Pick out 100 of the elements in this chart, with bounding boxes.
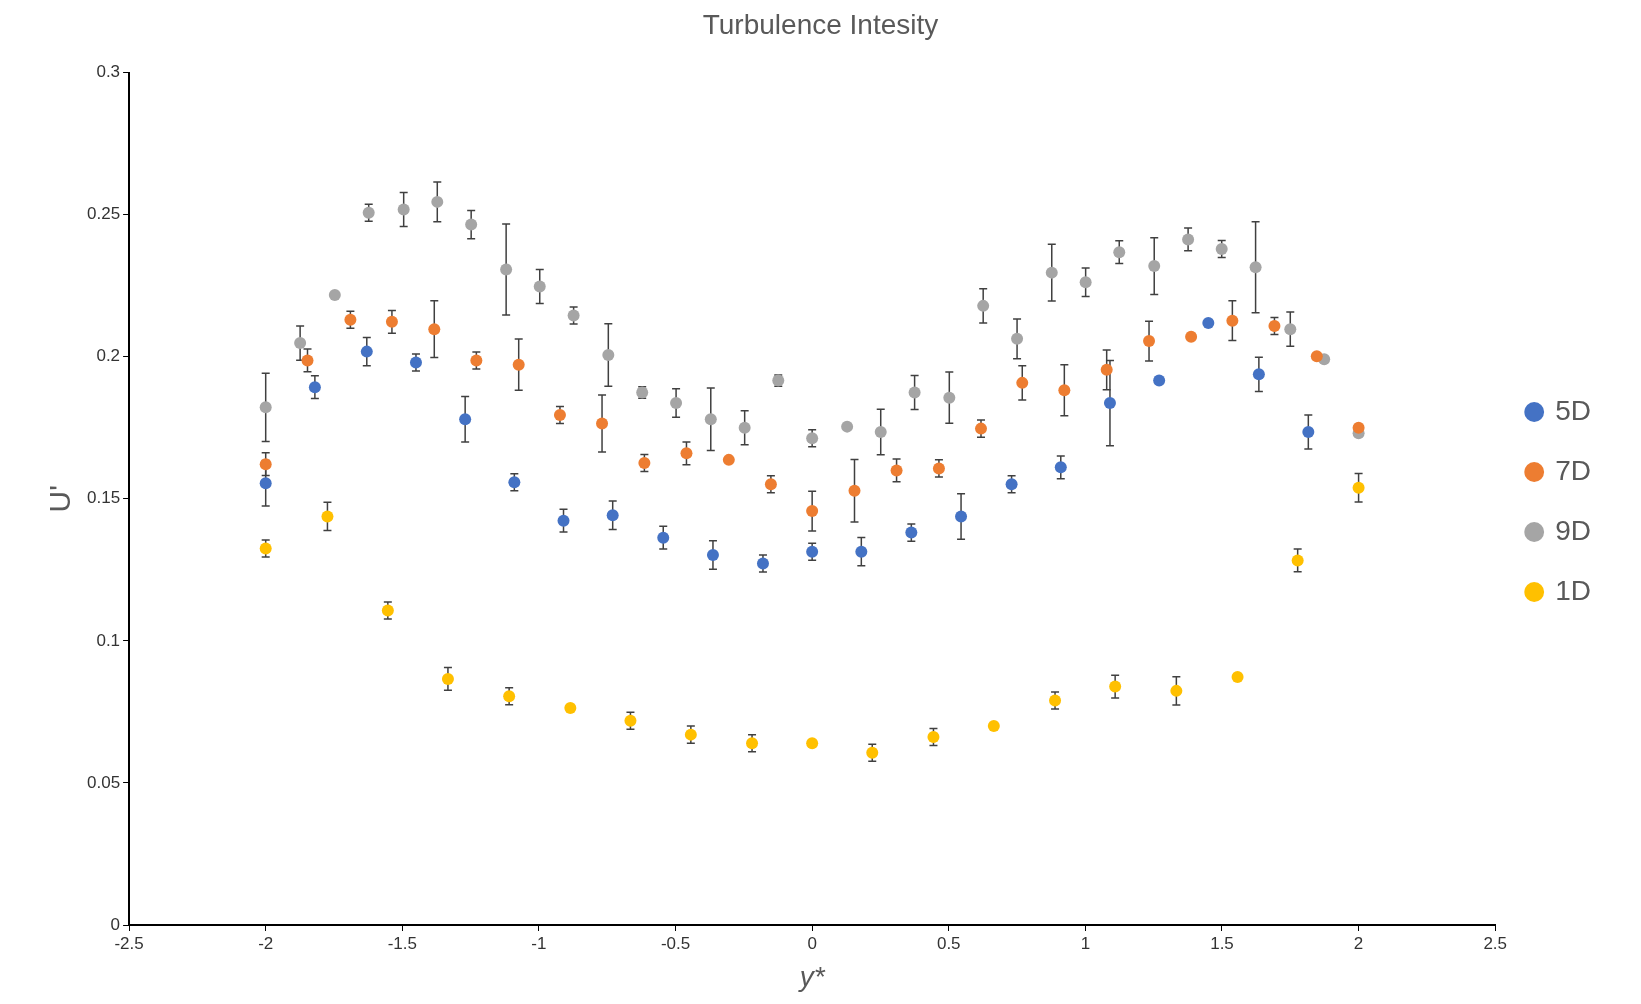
x-tick-label: 1 — [1080, 933, 1091, 953]
chart-title: Turbulence Intesity — [702, 8, 939, 40]
point — [602, 349, 615, 362]
point — [722, 453, 735, 466]
point — [1016, 376, 1029, 389]
point — [500, 263, 513, 276]
y-tick-label: 0.3 — [96, 62, 121, 82]
point — [1103, 397, 1116, 410]
point — [1100, 363, 1113, 376]
point — [1148, 260, 1161, 273]
x-tick-label: -2 — [258, 933, 274, 953]
point — [1215, 243, 1228, 256]
legend-label: 1D — [1555, 574, 1591, 606]
point — [1268, 320, 1281, 333]
point — [1109, 680, 1122, 693]
point — [465, 218, 478, 231]
point — [670, 397, 683, 410]
point — [321, 510, 334, 523]
point — [955, 510, 968, 523]
point — [1058, 384, 1071, 397]
point — [638, 457, 651, 469]
point — [1153, 374, 1166, 387]
point — [1054, 461, 1067, 474]
point — [1182, 233, 1195, 246]
y-tick-label: 0.05 — [86, 772, 121, 792]
point — [308, 381, 321, 394]
y-tick-label: 0.1 — [96, 630, 121, 650]
point — [704, 413, 717, 426]
point — [1352, 481, 1365, 494]
point — [431, 195, 444, 208]
point — [564, 701, 577, 714]
point — [1045, 266, 1058, 279]
point — [397, 203, 410, 216]
x-tick-label: 2 — [1353, 933, 1364, 953]
point — [848, 484, 861, 497]
point — [259, 477, 272, 490]
point — [806, 737, 819, 750]
point — [344, 313, 357, 326]
x-tick-label: -2.5 — [114, 933, 144, 953]
point — [1291, 554, 1304, 567]
point — [1143, 335, 1156, 348]
point — [866, 746, 879, 759]
x-tick-label: 0.5 — [936, 933, 961, 953]
point — [706, 549, 719, 562]
point — [360, 345, 373, 358]
point — [855, 545, 868, 558]
y-tick-label: 0.25 — [86, 204, 121, 224]
point — [657, 531, 670, 544]
point — [1249, 261, 1262, 274]
point — [441, 672, 454, 685]
point — [1302, 426, 1315, 439]
y-axis-title: U' — [43, 485, 77, 513]
y-tick-label: 0 — [110, 914, 121, 934]
point — [977, 299, 990, 312]
point — [1170, 684, 1183, 697]
x-tick-label: 0 — [807, 933, 817, 953]
point — [1231, 670, 1244, 683]
point — [1284, 323, 1297, 336]
point — [259, 401, 272, 414]
x-tick-label: -0.5 — [660, 933, 691, 953]
point — [1185, 330, 1198, 343]
point — [890, 464, 903, 477]
point — [841, 420, 854, 433]
y-tick-label: 0.2 — [96, 346, 121, 366]
legend-label: 5D — [1555, 394, 1591, 426]
point — [512, 358, 525, 371]
point — [927, 730, 940, 743]
point — [385, 315, 398, 328]
point — [1252, 368, 1265, 381]
point — [1310, 350, 1323, 363]
point — [987, 720, 1000, 733]
point — [1079, 276, 1092, 289]
y-tick-label: 0.15 — [86, 488, 121, 508]
point — [746, 737, 759, 750]
point — [606, 509, 619, 522]
point — [943, 391, 956, 404]
point — [459, 413, 472, 426]
point — [1113, 246, 1126, 259]
point — [301, 354, 314, 367]
x-tick-label: 2.5 — [1483, 933, 1508, 953]
point — [294, 337, 307, 350]
x-tick-label: -1 — [531, 933, 547, 953]
point — [557, 514, 570, 527]
point — [596, 417, 609, 430]
point — [533, 280, 546, 293]
point — [1011, 332, 1024, 345]
legend-label: 9D — [1555, 514, 1591, 546]
point — [806, 505, 819, 518]
point — [328, 289, 341, 302]
point — [874, 426, 887, 439]
point — [1202, 316, 1215, 329]
point — [738, 421, 751, 434]
x-tick-label: 1.5 — [1210, 933, 1234, 953]
point — [908, 386, 921, 399]
point — [553, 408, 566, 421]
point — [1352, 421, 1365, 434]
legend-label: 7D — [1555, 454, 1591, 486]
point — [259, 458, 272, 471]
x-axis-title: y* — [797, 961, 826, 992]
point — [428, 323, 441, 336]
